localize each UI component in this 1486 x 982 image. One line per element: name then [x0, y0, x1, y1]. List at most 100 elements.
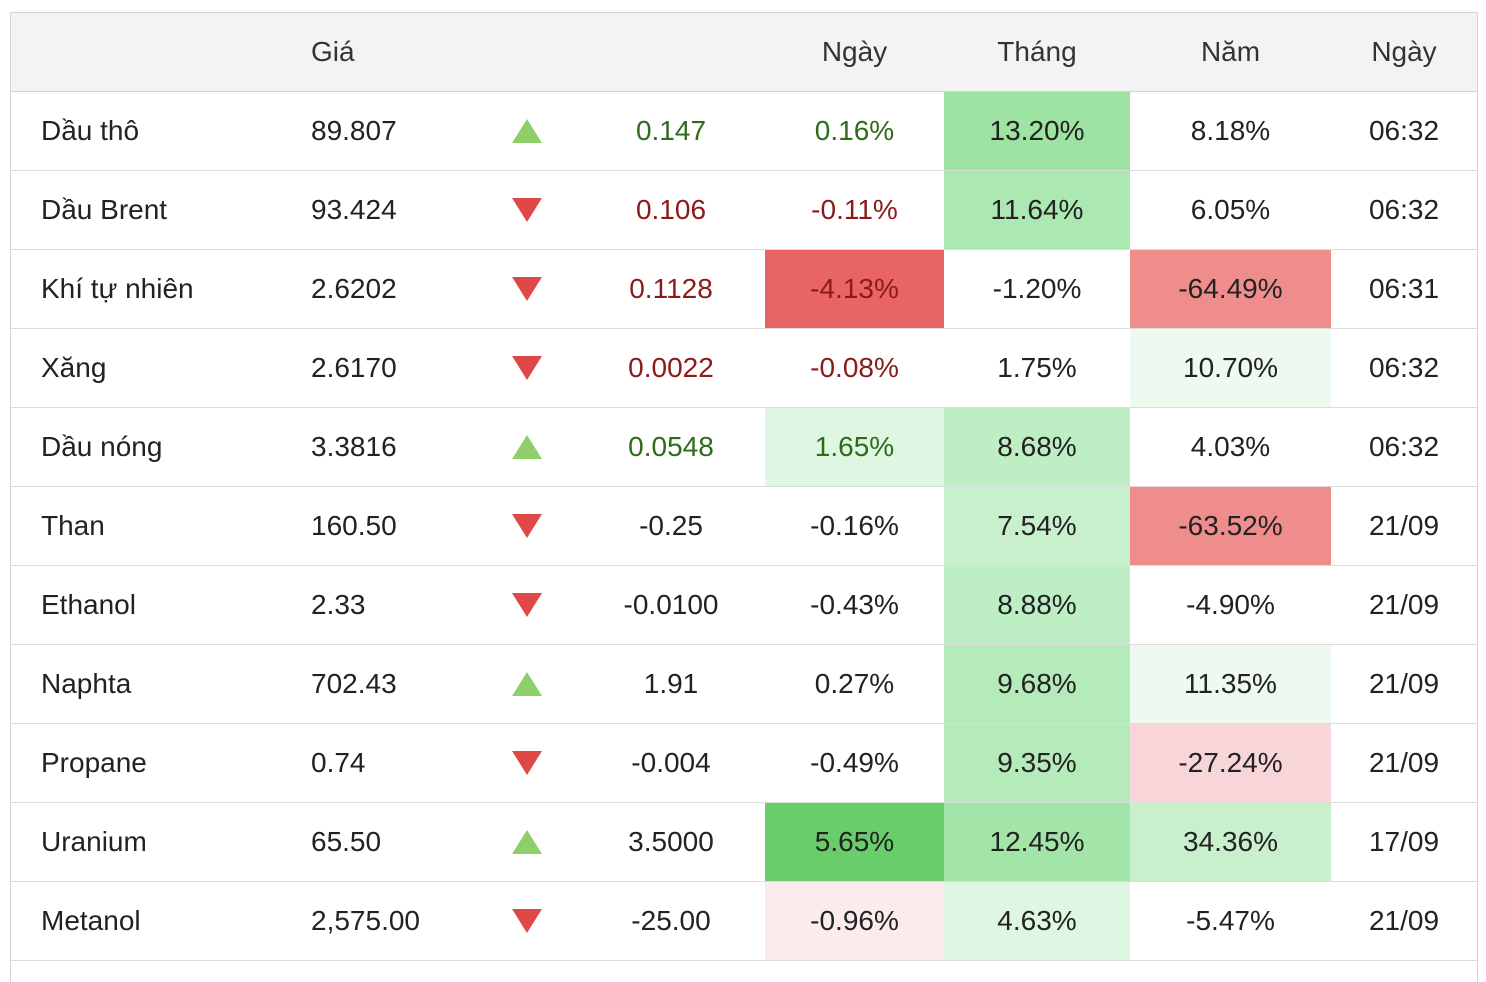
table-row[interactable]: Dầu Brent 93.424 0.106 -0.11% 11.64% 6.05% 06:…	[11, 171, 1477, 250]
triangle-up-icon	[512, 672, 542, 696]
row-month-pct: 11.64%	[944, 171, 1130, 249]
header-day[interactable]: Ngày	[821, 36, 888, 67]
row-change: 0.147	[635, 115, 707, 146]
triangle-down-icon	[512, 198, 542, 222]
row-direction	[511, 645, 543, 723]
row-price: 65.50	[311, 826, 382, 857]
row-time: 06:32	[1368, 194, 1440, 225]
row-month-pct: 12.45%	[944, 803, 1130, 881]
triangle-up-icon	[512, 119, 542, 143]
row-year-pct: -63.52%	[1130, 487, 1331, 565]
row-direction	[511, 171, 543, 249]
row-year-pct: 4.03%	[1190, 431, 1271, 462]
row-direction	[511, 329, 543, 407]
row-name[interactable]: Dầu nóng	[41, 431, 163, 462]
row-time: 21/09	[1368, 510, 1440, 541]
row-name[interactable]: Naphta	[41, 668, 132, 699]
row-name[interactable]: Dầu Brent	[41, 194, 168, 225]
row-change: -0.0100	[623, 589, 719, 620]
row-direction	[511, 882, 543, 960]
row-day-pct: -0.43%	[810, 589, 899, 620]
header-date[interactable]: Ngày	[1371, 36, 1437, 67]
row-price: 160.50	[311, 510, 397, 541]
row-day-pct: -0.08%	[810, 352, 899, 383]
row-year-pct: -64.49%	[1130, 250, 1331, 328]
row-change: 0.106	[635, 194, 707, 225]
row-change: -0.004	[631, 747, 711, 778]
triangle-down-icon	[512, 593, 542, 617]
row-month-pct: 7.54%	[944, 487, 1130, 565]
row-day-pct: -0.96%	[765, 882, 944, 960]
table-row[interactable]: Xăng 2.6170 0.0022 -0.08% 1.75% 10.70% 06:32	[11, 329, 1477, 408]
commodity-table: Giá Ngày Tháng Năm Ngày Dầu thô 89.807 0.1…	[10, 12, 1478, 982]
row-time: 06:32	[1368, 352, 1440, 383]
row-change: 1.91	[643, 668, 699, 699]
row-price: 2.33	[311, 589, 366, 620]
row-direction	[511, 566, 543, 644]
triangle-down-icon	[512, 277, 542, 301]
row-direction	[511, 724, 543, 802]
row-month-pct: 1.75%	[997, 352, 1077, 383]
row-name[interactable]: Than	[41, 510, 105, 541]
row-day-pct: 0.27%	[814, 668, 895, 699]
table-row[interactable]: Uranium 65.50 3.5000 5.65% 12.45% 34.36% 17/09	[11, 803, 1477, 882]
triangle-down-icon	[512, 514, 542, 538]
triangle-down-icon	[512, 909, 542, 933]
row-year-pct: 6.05%	[1190, 194, 1271, 225]
row-day-pct: -0.11%	[811, 194, 898, 225]
row-year-pct: 11.35%	[1130, 645, 1331, 723]
row-time: 21/09	[1368, 589, 1440, 620]
row-change: 3.5000	[628, 826, 714, 857]
row-change: 0.1128	[629, 273, 713, 304]
row-time: 06:32	[1368, 431, 1440, 462]
row-change: -0.25	[639, 510, 703, 541]
header-price[interactable]: Giá	[311, 36, 355, 67]
row-time: 21/09	[1368, 668, 1440, 699]
table-header: Giá Ngày Tháng Năm Ngày	[11, 13, 1477, 92]
row-time: 17/09	[1368, 826, 1440, 857]
row-price: 93.424	[311, 194, 397, 225]
row-year-pct: -27.24%	[1130, 724, 1331, 802]
table-row[interactable]: Than 160.50 -0.25 -0.16% 7.54% -63.52% 21/09	[11, 487, 1477, 566]
row-time: 06:31	[1368, 273, 1440, 304]
row-day-pct: -4.13%	[765, 250, 944, 328]
row-month-pct: 8.88%	[944, 566, 1130, 644]
table-row[interactable]: Ethanol 2.33 -0.0100 -0.43% 8.88% -4.90% 21/09	[11, 566, 1477, 645]
row-month-pct: 9.35%	[944, 724, 1130, 802]
row-price: 89.807	[311, 115, 397, 146]
row-year-pct: 10.70%	[1130, 329, 1331, 407]
row-direction	[511, 250, 543, 328]
row-year-pct: -5.47%	[1186, 905, 1275, 936]
table-row[interactable]: Khí tự nhiên 2.6202 0.1128 -4.13% -1.20% -64.…	[11, 250, 1477, 329]
row-year-pct: 8.18%	[1190, 115, 1271, 146]
row-direction	[511, 487, 543, 565]
row-name[interactable]: Metanol	[41, 905, 141, 936]
header-year[interactable]: Năm	[1200, 36, 1261, 67]
header-month[interactable]: Tháng	[997, 36, 1077, 67]
row-price: 2.6170	[311, 352, 397, 383]
row-change: 0.0022	[628, 352, 714, 383]
row-direction	[511, 803, 543, 881]
row-name[interactable]: Propane	[41, 747, 147, 778]
row-time: 06:32	[1368, 115, 1440, 146]
row-price: 2.6202	[311, 273, 397, 304]
row-day-pct: -0.49%	[810, 747, 899, 778]
row-day-pct: 1.65%	[765, 408, 944, 486]
table-row[interactable]: Propane 0.74 -0.004 -0.49% 9.35% -27.24% 21/09	[11, 724, 1477, 803]
table-row[interactable]: Dầu nóng 3.3816 0.0548 1.65% 8.68% 4.03% 06:32	[11, 408, 1477, 487]
row-name[interactable]: Xăng	[41, 352, 107, 383]
row-day-pct: 0.16%	[814, 115, 895, 146]
row-change: 0.0548	[628, 431, 714, 462]
row-name[interactable]: Uranium	[41, 826, 147, 857]
row-price: 2,575.00	[311, 905, 420, 936]
row-name[interactable]: Khí tự nhiên	[41, 273, 194, 304]
triangle-up-icon	[512, 830, 542, 854]
row-price: 0.74	[311, 747, 366, 778]
row-name[interactable]: Ethanol	[41, 589, 136, 620]
row-day-pct: 5.65%	[765, 803, 944, 881]
row-name[interactable]: Dầu thô	[41, 115, 140, 146]
table-row[interactable]: Naphta 702.43 1.91 0.27% 9.68% 11.35% 21/09	[11, 645, 1477, 724]
table-row[interactable]: Metanol 2,575.00 -25.00 -0.96% 4.63% -5.47% 21…	[11, 882, 1477, 961]
table-row[interactable]: Dầu thô 89.807 0.147 0.16% 13.20% 8.18% 06:32	[11, 92, 1477, 171]
row-year-pct: -4.90%	[1186, 589, 1275, 620]
